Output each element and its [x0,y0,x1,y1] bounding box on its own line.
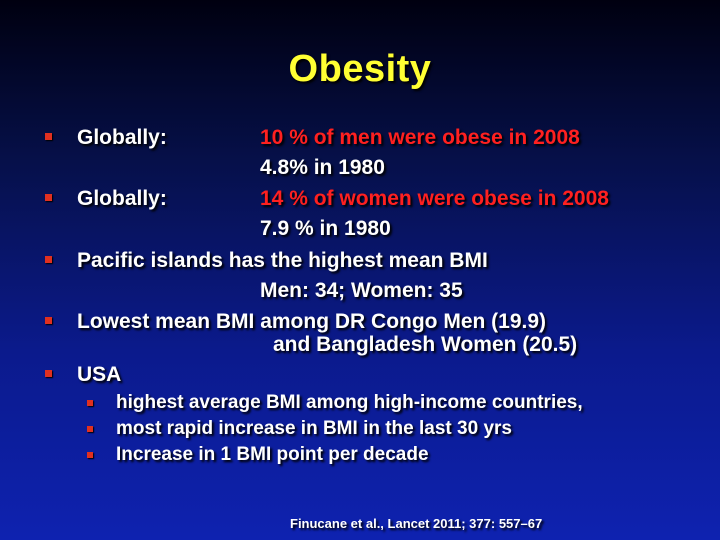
sub-bullet: highest average BMI among high-income co… [116,392,583,413]
bullet-value: 10 % of men were obese in 2008 [260,126,580,149]
bullet-continuation: Men: 34; Women: 35 [260,279,463,302]
slide-title: Obesity [288,48,432,90]
bullet-marker [45,317,52,324]
bullet-label: USA [77,363,122,386]
bullet-label: Lowest mean BMI among DR Congo Men (19.9… [77,310,547,333]
bullet-marker [45,194,52,201]
sub-bullet-marker [87,400,93,406]
sub-bullet-marker [87,452,93,458]
bullet-continuation: 4.8% in 1980 [260,156,385,179]
bullet-marker [45,370,52,377]
bullet-label: Globally: [77,126,167,149]
bullet-marker [45,256,52,263]
bullet-value: 14 % of women were obese in 2008 [260,187,609,210]
sub-bullet-marker [87,426,93,432]
citation: Finucane et al., Lancet 2011; 377: 557–6… [290,516,543,531]
bullet-label: Pacific islands has the highest mean BMI [77,249,488,272]
bullet-marker [45,133,52,140]
bullet-continuation: 7.9 % in 1980 [260,217,391,240]
sub-bullet: Increase in 1 BMI point per decade [116,444,429,465]
bullet-label: Globally: [77,187,167,210]
sub-bullet: most rapid increase in BMI in the last 3… [116,418,512,439]
bullet-continuation: and Bangladesh Women (20.5) [273,333,578,356]
